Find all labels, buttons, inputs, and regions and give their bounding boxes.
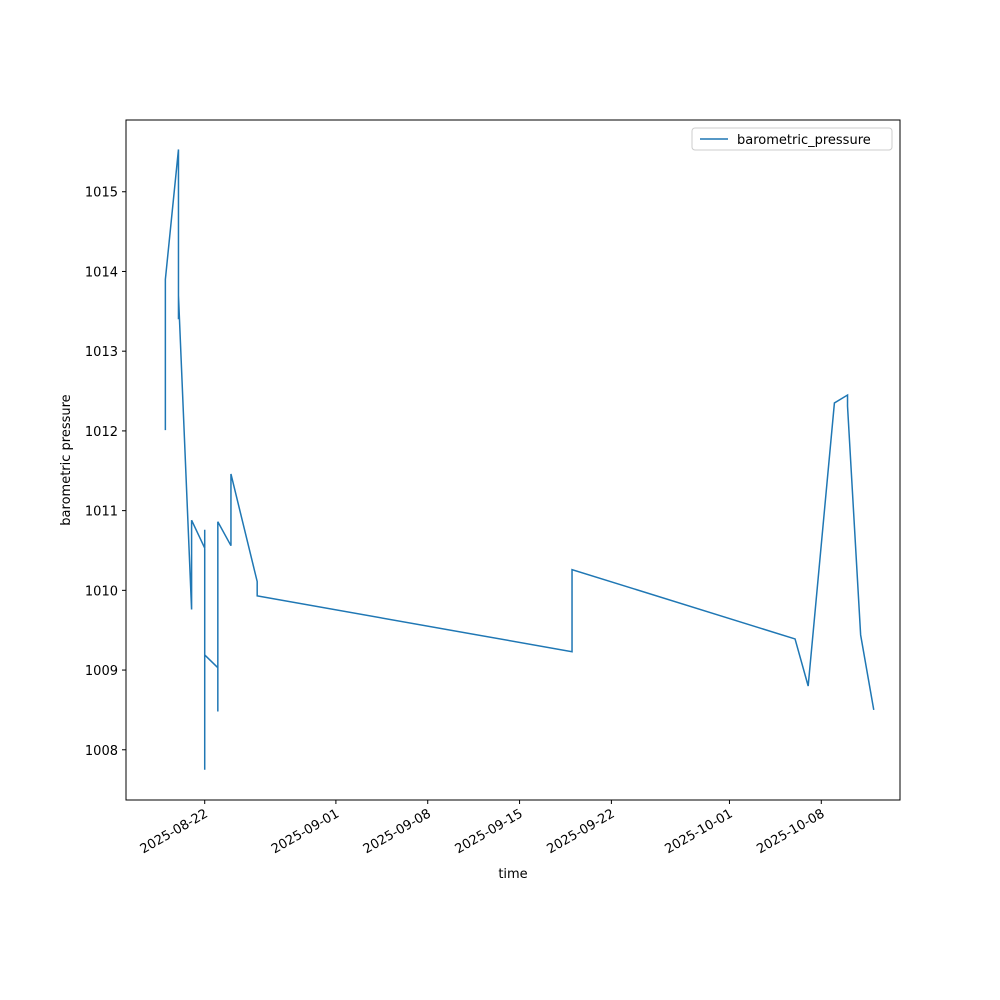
y-tick-label: 1011 — [85, 505, 118, 520]
y-tick-label: 1013 — [85, 345, 118, 360]
y-axis-label: barometric pressure — [59, 394, 74, 525]
x-tick-label: 2025-09-22 — [544, 806, 617, 857]
plot-frame — [125, 119, 901, 801]
y-tick-label: 1012 — [85, 425, 118, 440]
x-tick-label: 2025-09-08 — [361, 806, 434, 857]
x-axis-label: time — [498, 867, 527, 882]
x-tick-label: 2025-09-01 — [269, 806, 342, 857]
y-tick-label: 1009 — [85, 664, 118, 679]
x-tick-label: 2025-08-22 — [138, 806, 211, 857]
legend-box — [691, 127, 893, 151]
y-tick-label: 1010 — [85, 584, 118, 599]
legend-label: barometric_pressure — [737, 133, 871, 148]
x-tick-label: 2025-10-08 — [754, 806, 827, 857]
x-tick-label: 2025-10-01 — [663, 806, 736, 857]
y-tick-label: 1008 — [85, 744, 118, 759]
y-tick-label: 1014 — [85, 265, 118, 280]
y-tick-label: 1015 — [85, 186, 118, 201]
x-tick-label: 2025-09-15 — [453, 806, 526, 857]
data-line — [164, 149, 875, 770]
